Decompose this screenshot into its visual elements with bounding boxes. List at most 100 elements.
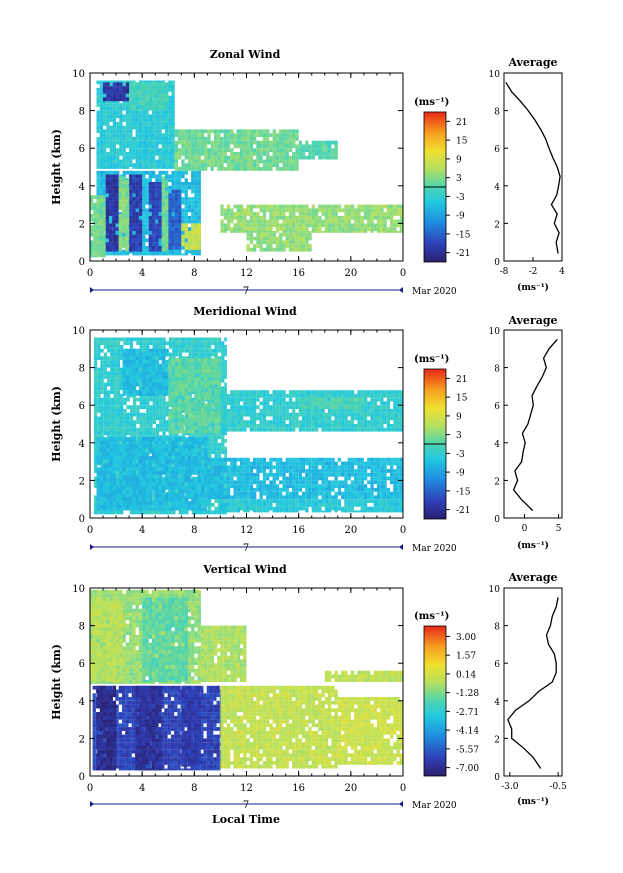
average-line [512,338,558,511]
y-tick-label: 10 [72,69,85,80]
colorbar-label: (ms⁻¹) [414,97,449,108]
x-tick-label: 20 [344,268,357,279]
x-tick-label: 0 [400,268,406,279]
x-tick-label: 16 [292,525,305,536]
heatmap-region [129,174,143,252]
colorbar-tick-label: 9 [456,155,462,165]
y-tick-label: 2 [79,734,85,745]
average-y-tick-label: 6 [494,145,500,155]
panel-title: Meridional Wind [193,305,297,318]
colorbar-tick-label: 3.00 [456,633,476,643]
heatmap-region [135,685,162,771]
average-y-tick-label: 0 [494,773,500,783]
x-axis: 0 4 8 12 16 20 0 [87,73,406,279]
y-tick-label: 6 [79,144,85,155]
heatmap-region [168,189,182,250]
heatmap-region [181,223,201,250]
y-tick-label: 6 [79,659,85,670]
colorbar-tick-label: 15 [456,394,468,404]
heatmap-region [337,697,403,765]
x-tick-label: 8 [191,268,197,279]
x-axis: 0 4 8 12 16 20 0 [87,588,406,794]
average-y-tick-label: 0 [494,515,500,525]
colorbar-tick-label: -21 [456,506,471,516]
colorbar: (ms⁻¹) 21 15 9 3 -3 -9 -15 -21 [414,97,471,263]
y-tick-label: 2 [79,219,85,230]
average-xlabel: (ms⁻¹) [517,282,549,293]
panel-title: Vertical Wind [202,563,287,576]
x-tick-label: 0 [87,783,93,794]
y-tick-label: 0 [79,514,85,525]
average-y-tick-label: 8 [494,365,500,375]
colorbar: (ms⁻¹) 21 15 9 3 -3 -9 -15 -21 [414,354,471,520]
heatmap-region [174,129,299,171]
average-y-tick-label: 4 [494,698,500,708]
average-xlabel: (ms⁻¹) [517,796,549,807]
y-axis: 0 2 4 6 8 10 [72,584,403,783]
y-tick-label: 4 [79,439,85,450]
y-tick-label: 4 [79,182,85,193]
x-axis-label: Local Time [212,813,280,826]
heatmap-region [96,685,117,771]
y-tick-label: 8 [79,622,85,633]
average-x-tick-label: 0 [522,524,528,534]
date-label: Mar 2020 [412,801,457,811]
y-tick-label: 8 [79,107,85,118]
x-tick-label: 0 [400,783,406,794]
colorbar-tick-label: 21 [456,118,467,128]
average-y-tick-label: 6 [494,402,500,412]
heatmap-region [220,204,403,233]
y-tick-label: 10 [72,584,85,595]
average-x-tick-label: -2 [529,267,538,277]
colorbar-tick-label: -21 [456,249,471,259]
colorbar-tick-label: -5.57 [456,745,479,755]
colorbar-tick-label: 3 [456,431,462,441]
colorbar-tick-label: -7.00 [456,764,479,774]
average-y-tick-label: 8 [494,623,500,633]
average-title: Average [507,314,557,327]
heatmap-region [220,390,403,432]
average-line [505,82,561,254]
average-y-tick-label: 4 [494,440,500,450]
average-profile: Average 0 5 0 2 4 6 8 10 (ms⁻¹) [489,314,563,551]
x-tick-label: 0 [400,525,406,536]
average-y-tick-label: 10 [489,327,501,337]
average-x-tick-label: -3.0 [501,782,519,792]
heatmap-region [148,182,162,252]
panel-title: Zonal Wind [210,48,281,61]
average-profile: Average -3.0 -0.5 0 2 4 6 8 10 (ms⁻¹) [489,571,568,807]
heatmap-region [122,348,169,396]
x-tick-label: 4 [139,783,145,794]
heatmap-region [298,397,364,409]
y-axis-label: Height (km) [50,644,63,720]
heatmap-region [298,140,338,160]
heatmap-area [90,80,403,258]
average-x-tick-label: -8 [500,267,509,277]
average-line [507,597,559,769]
colorbar-tick-label: 1.57 [456,652,476,662]
y-tick-label: 0 [79,257,85,268]
day-label: 7 [243,543,249,554]
colorbar-tick-label: -2.71 [456,708,479,718]
day-label: 7 [243,800,249,811]
colorbar-tick-label: -15 [456,487,471,497]
average-y-tick-label: 4 [494,183,500,193]
average-y-tick-label: 8 [494,108,500,118]
colorbar: (ms⁻¹) 3.00 1.57 0.14 -1.28 -2.71 -4.14 -5.57 -… [414,611,479,777]
average-y-tick-label: 2 [494,735,500,745]
x-tick-label: 20 [344,525,357,536]
day-ruler: 7 Mar 2020 [90,286,457,297]
x-tick-label: 8 [191,783,197,794]
x-tick-label: 12 [240,783,253,794]
x-tick-label: 16 [292,268,305,279]
heatmap-region [207,457,403,500]
heatmap-region [142,597,188,682]
average-y-tick-label: 0 [494,258,500,268]
colorbar-label: (ms⁻¹) [414,611,449,622]
average-title: Average [507,571,557,584]
average-y-tick-label: 10 [489,585,501,595]
y-tick-label: 8 [79,364,85,375]
average-y-tick-label: 2 [494,477,500,487]
average-x-tick-label: 5 [556,524,562,534]
